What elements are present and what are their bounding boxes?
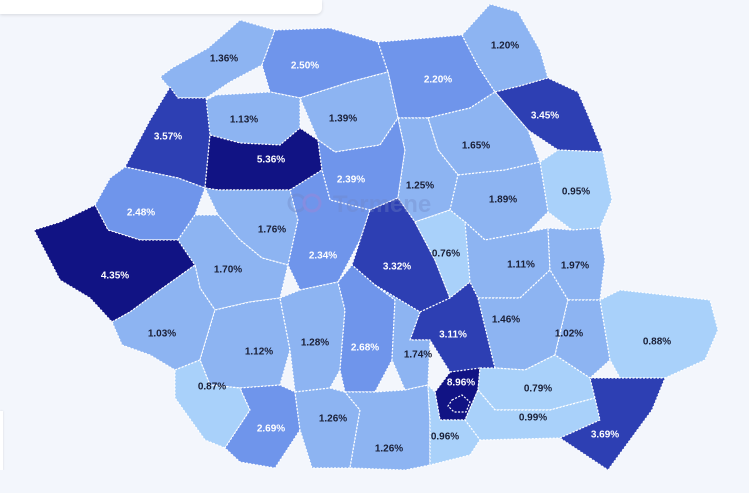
county-value-label: 1.12% bbox=[245, 347, 273, 358]
labels-layer: 1.36% 2.50% 2.20% 1.20% 3.45% 1.13% 1.39% 3.57%… bbox=[101, 41, 671, 455]
watermark: Termene bbox=[287, 191, 431, 218]
county-value-label: 3.32% bbox=[383, 262, 411, 273]
counties-layer bbox=[33, 3, 719, 471]
county-region-c31[interactable] bbox=[337, 264, 396, 393]
county-value-label: 1.76% bbox=[258, 225, 286, 236]
county-value-label: 8.96% bbox=[447, 378, 475, 389]
county-region-c13[interactable] bbox=[539, 149, 613, 231]
county-value-label: 1.97% bbox=[561, 261, 589, 272]
county-value-label: 1.25% bbox=[406, 181, 434, 192]
county-region-c26[interactable] bbox=[477, 269, 569, 371]
county-region-c40[interactable] bbox=[427, 384, 481, 466]
county-value-label: 2.68% bbox=[351, 343, 379, 354]
county-value-label: 2.20% bbox=[424, 75, 452, 86]
county-value-label: 1.28% bbox=[301, 338, 329, 349]
county-region-c36[interactable] bbox=[224, 384, 301, 469]
county-value-label: 0.79% bbox=[524, 384, 552, 395]
termene-logo-icon bbox=[287, 193, 322, 213]
county-value-label: 1.36% bbox=[210, 54, 238, 65]
county-value-label: 2.69% bbox=[257, 424, 285, 435]
bottom-edge bbox=[0, 470, 749, 488]
county-value-label: 1.02% bbox=[555, 329, 583, 340]
county-value-label: 0.99% bbox=[519, 413, 547, 424]
county-value-label: 5.36% bbox=[257, 155, 285, 166]
watermark-text: Termene bbox=[333, 191, 431, 218]
county-region-c28[interactable] bbox=[599, 289, 719, 379]
county-value-label: 1.89% bbox=[489, 195, 517, 206]
county-value-label: 0.87% bbox=[198, 382, 226, 393]
county-region-c35[interactable] bbox=[174, 359, 251, 449]
county-value-label: 4.35% bbox=[101, 271, 129, 282]
county-value-label: 3.57% bbox=[154, 132, 182, 143]
county-region-c10[interactable] bbox=[427, 91, 541, 176]
county-value-label: 1.26% bbox=[319, 414, 347, 425]
county-value-label: 1.70% bbox=[214, 265, 242, 276]
county-value-label: 1.46% bbox=[492, 315, 520, 326]
bucharest-outline bbox=[447, 394, 471, 413]
county-value-label: 2.48% bbox=[127, 208, 155, 219]
county-region-c06[interactable] bbox=[199, 91, 301, 146]
county-region-c41[interactable] bbox=[559, 377, 666, 471]
county-value-label: 1.74% bbox=[404, 350, 432, 361]
county-value-label: 3.11% bbox=[439, 330, 467, 341]
county-region-c01[interactable] bbox=[159, 19, 276, 99]
county-value-label: 2.39% bbox=[337, 175, 365, 186]
county-value-label: 0.76% bbox=[432, 249, 460, 260]
county-region-c05[interactable] bbox=[494, 77, 604, 153]
county-region-c39[interactable] bbox=[344, 384, 431, 471]
county-region-c02[interactable] bbox=[261, 27, 389, 99]
county-value-label: 3.45% bbox=[531, 111, 559, 122]
county-value-label: 1.13% bbox=[230, 115, 258, 126]
county-value-label: 0.88% bbox=[643, 337, 671, 348]
county-value-label: 1.03% bbox=[148, 329, 176, 340]
county-value-label: 1.20% bbox=[491, 41, 519, 52]
county-value-label: 1.11% bbox=[507, 260, 535, 271]
county-value-label: 1.26% bbox=[375, 444, 403, 455]
county-value-label: 1.39% bbox=[329, 114, 357, 125]
county-value-label: 2.50% bbox=[291, 61, 319, 72]
county-value-label: 1.65% bbox=[462, 141, 490, 152]
county-value-label: 0.96% bbox=[431, 432, 459, 443]
county-value-label: 0.95% bbox=[562, 187, 590, 198]
county-region-c17[interactable] bbox=[287, 169, 371, 291]
left-card-panel bbox=[0, 411, 3, 471]
county-region-c37[interactable] bbox=[294, 387, 361, 469]
county-region-c21[interactable] bbox=[177, 214, 289, 311]
county-value-label: 2.34% bbox=[309, 251, 337, 262]
county-value-label: 3.69% bbox=[591, 430, 619, 441]
county-region-c30[interactable] bbox=[279, 281, 346, 393]
top-card-panel bbox=[0, 0, 322, 14]
